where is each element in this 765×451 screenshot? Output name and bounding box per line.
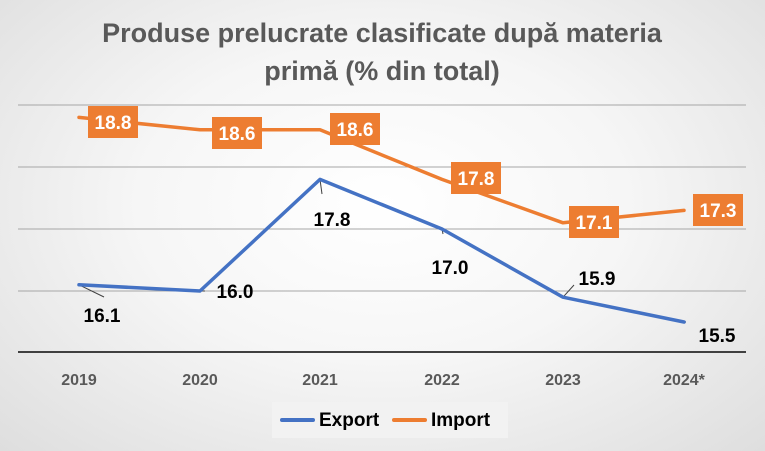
x-tick-label: 2021 <box>302 372 338 389</box>
chart-title-line-2: primă (% din total) <box>264 56 500 86</box>
legend-label-import: Import <box>431 410 491 431</box>
export-data-label: 15.5 <box>699 326 736 347</box>
legend-label-export: Export <box>319 410 380 431</box>
import-label-text: 17.3 <box>700 201 737 222</box>
x-tick-label: 2022 <box>424 372 460 389</box>
import-label-box <box>212 117 262 149</box>
x-tick-label: 2023 <box>545 372 581 389</box>
gridlines <box>18 104 746 292</box>
import-data-label: 18.6 <box>212 117 262 149</box>
legend: Export Import <box>272 402 508 438</box>
x-tick-label: 2024* <box>663 372 706 389</box>
import-label-text: 18.8 <box>95 113 132 134</box>
import-label-box <box>330 113 380 145</box>
import-data-label: 18.8 <box>88 106 138 138</box>
import-label-text: 18.6 <box>219 124 256 145</box>
export-data-label: 17.0 <box>432 258 469 279</box>
x-tick-label: 2020 <box>182 372 218 389</box>
import-label-text: 17.8 <box>458 169 495 190</box>
export-label-leader <box>319 179 323 195</box>
import-label-text: 18.6 <box>337 120 374 141</box>
export-data-label: 16.1 <box>84 306 121 327</box>
export-data-label: 16.0 <box>217 282 254 303</box>
data-labels: 16.1 16.0 17.8 17.0 15.9 15.5 18.8 18.6 18.6 17.8… <box>84 106 743 347</box>
import-data-label: 18.6 <box>330 113 380 145</box>
import-data-label: 17.8 <box>451 162 501 194</box>
series-line-export <box>77 177 686 324</box>
import-label-box <box>451 162 501 194</box>
export-label-leader <box>562 284 575 298</box>
import-label-text: 17.1 <box>576 213 613 234</box>
import-label-box <box>693 194 743 226</box>
chart-title-line-1: Produse prelucrate clasificate după mate… <box>102 18 663 48</box>
label-leader-lines <box>78 179 686 323</box>
x-axis-tick-labels: 2019 2020 2021 2022 2023 2024* <box>61 372 705 389</box>
export-data-label: 15.9 <box>579 269 616 290</box>
import-label-box <box>88 106 138 138</box>
import-label-box <box>569 206 619 238</box>
import-data-label: 17.1 <box>569 206 619 238</box>
import-data-label: 17.3 <box>693 194 743 226</box>
export-label-leader <box>78 284 105 298</box>
export-data-label: 17.8 <box>314 210 351 231</box>
x-tick-label: 2019 <box>61 372 97 389</box>
